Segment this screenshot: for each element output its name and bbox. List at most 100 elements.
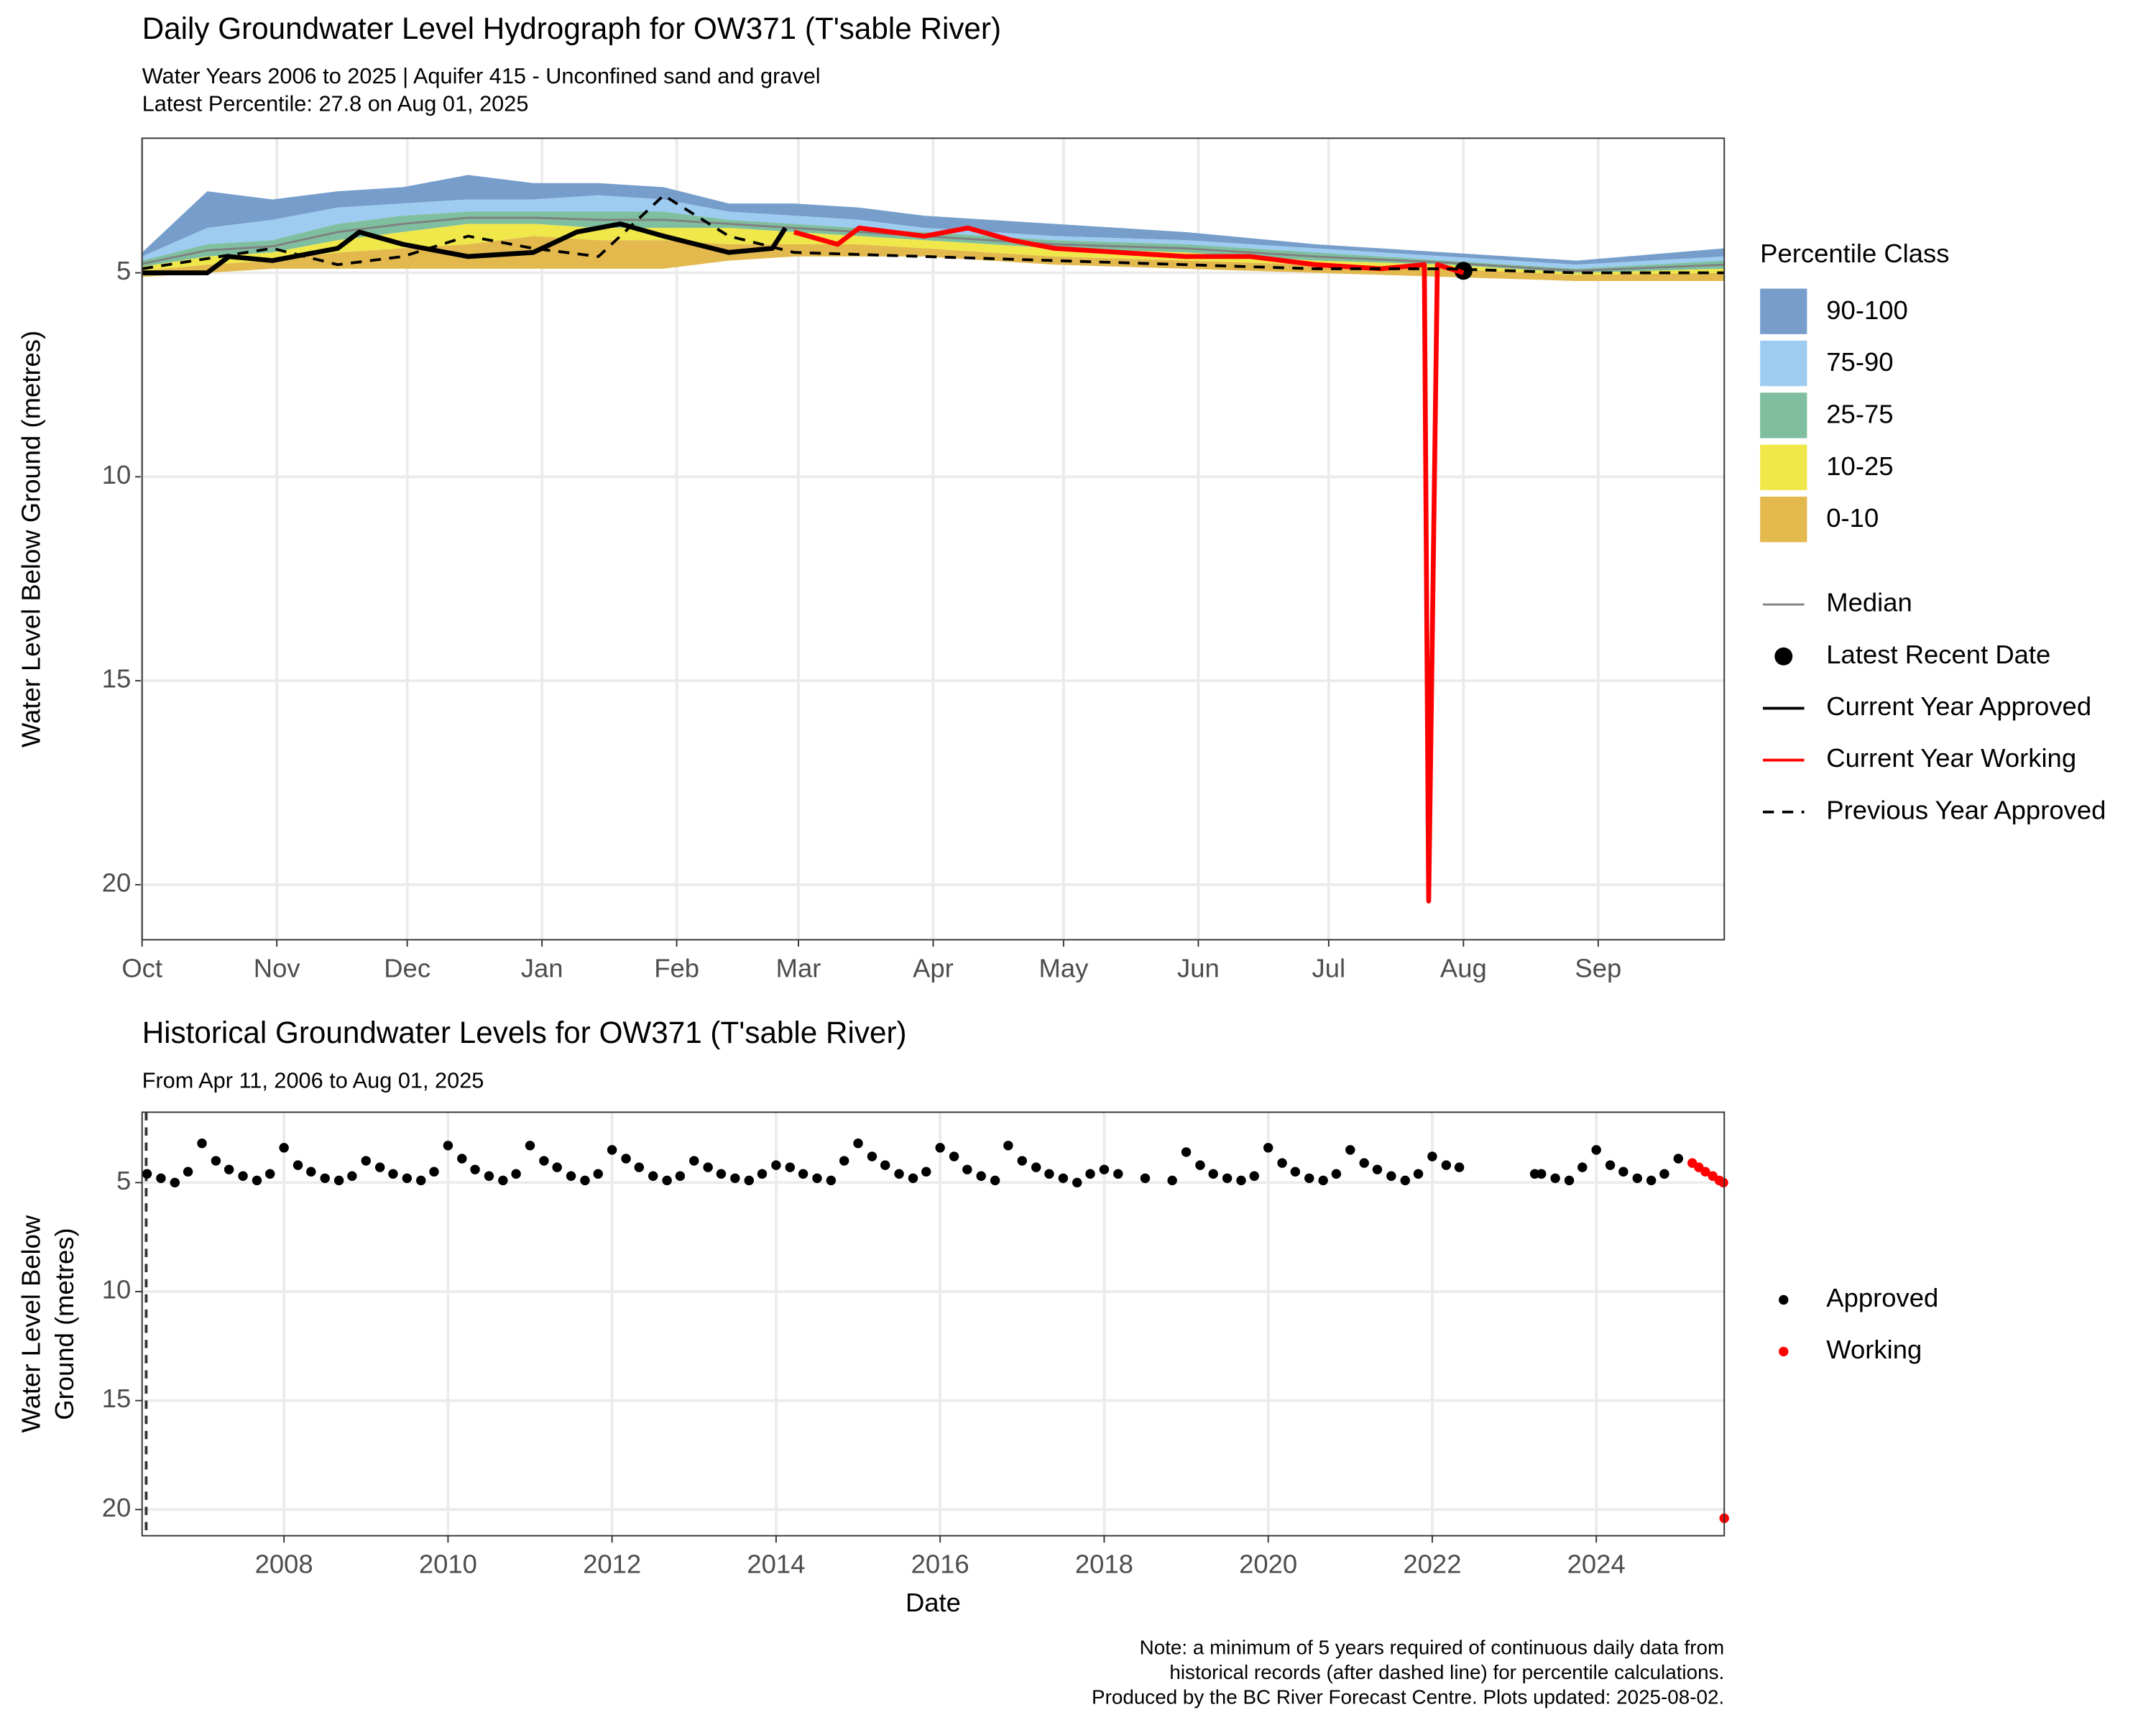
data-point (1400, 1175, 1410, 1186)
legend-label: 0-10 (1826, 503, 1879, 533)
data-point (853, 1138, 863, 1149)
legend-point (1779, 1346, 1789, 1357)
series-line (142, 221, 788, 275)
data-point (1208, 1169, 1218, 1179)
data-point (990, 1175, 1000, 1186)
data-point (170, 1177, 180, 1188)
data-point (1646, 1175, 1657, 1186)
data-point (839, 1156, 849, 1166)
data-point (1304, 1173, 1314, 1184)
legend-label: 90-100 (1826, 295, 1908, 325)
data-point (511, 1169, 521, 1179)
data-point (894, 1169, 904, 1179)
data-point (1181, 1147, 1192, 1157)
data-point (867, 1151, 877, 1162)
data-point (716, 1169, 727, 1179)
data-point (470, 1164, 480, 1174)
y-axis-label: Water Level Below Ground (metres) (17, 331, 46, 748)
data-point (1331, 1169, 1342, 1179)
x-tick-label: 2018 (1075, 1550, 1133, 1579)
data-point (1386, 1171, 1396, 1181)
data-point (1140, 1173, 1151, 1184)
data-point (1236, 1175, 1246, 1186)
data-point (525, 1141, 535, 1151)
y-tick-label: 15 (102, 1384, 132, 1413)
data-point (757, 1169, 768, 1179)
data-point (798, 1169, 808, 1179)
legend-label: Previous Year Approved (1826, 795, 2106, 824)
chart-subtitle: Water Years 2006 to 2025 | Aquifer 415 -… (142, 63, 821, 88)
data-point (1413, 1169, 1424, 1179)
data-point (935, 1143, 945, 1153)
data-point (675, 1171, 686, 1181)
data-point (771, 1160, 781, 1170)
legend-label: 75-90 (1826, 347, 1893, 377)
y-axis-label: Water Level Below (17, 1215, 46, 1432)
y-tick-label: 10 (102, 460, 132, 489)
x-tick-label: 2016 (911, 1550, 969, 1579)
x-tick-label: May (1038, 953, 1089, 983)
plot-area (142, 1112, 1725, 1536)
data-point (347, 1171, 357, 1181)
data-point (1537, 1169, 1547, 1179)
chart-title: Historical Groundwater Levels for OW371 … (142, 1016, 907, 1049)
legend-swatch (1760, 392, 1807, 438)
legend-swatch (1760, 496, 1807, 543)
data-point (306, 1167, 316, 1177)
data-point (1345, 1145, 1355, 1155)
x-tick-label: Mar (776, 953, 821, 983)
footnote: Produced by the BC River Forecast Centre… (1092, 1686, 1724, 1708)
x-tick-label: 2020 (1239, 1550, 1297, 1579)
x-tick-label: 2010 (419, 1550, 477, 1579)
x-tick-label: Apr (913, 953, 954, 983)
data-point (730, 1173, 740, 1184)
chart-subtitle: Latest Percentile: 27.8 on Aug 01, 2025 (142, 91, 529, 116)
data-point (1359, 1158, 1369, 1168)
data-point (812, 1173, 822, 1184)
data-point (1195, 1160, 1205, 1170)
data-point (333, 1175, 344, 1186)
x-tick-label: Jan (521, 953, 563, 983)
legend-swatch (1760, 288, 1807, 334)
y-axis-label: Ground (metres) (50, 1228, 79, 1420)
data-point (1618, 1167, 1628, 1177)
data-point (292, 1160, 303, 1170)
data-point (962, 1164, 972, 1174)
series-line (142, 216, 1725, 272)
y-tick-label: 5 (116, 256, 131, 285)
percentile-band (142, 224, 1725, 275)
data-point (361, 1156, 371, 1166)
data-point (662, 1175, 672, 1186)
x-tick-label: Nov (254, 953, 301, 983)
footnote: historical records (after dashed line) f… (1169, 1661, 1724, 1683)
x-tick-label: Jul (1312, 953, 1346, 983)
data-point (211, 1156, 221, 1166)
x-tick-label: 2022 (1403, 1550, 1461, 1579)
legend-label: 25-75 (1826, 400, 1893, 429)
data-point (580, 1175, 590, 1186)
data-point (539, 1156, 549, 1166)
legend-label: Current Year Approved (1826, 691, 2091, 721)
plot-border (141, 1111, 1726, 1537)
data-point (429, 1167, 439, 1177)
x-tick-label: Oct (121, 953, 162, 983)
data-point (1564, 1175, 1575, 1186)
data-point (1454, 1162, 1465, 1172)
percentile-band (142, 175, 1725, 265)
data-point (1632, 1173, 1642, 1184)
y-tick-label: 20 (102, 868, 132, 897)
data-point (224, 1164, 234, 1174)
legend-label: 10-25 (1826, 451, 1893, 481)
legend-label: Median (1826, 588, 1912, 617)
data-point (908, 1173, 918, 1184)
data-point (1605, 1160, 1616, 1170)
x-tick-label: 2012 (583, 1550, 641, 1579)
data-point (1031, 1162, 1041, 1172)
legend-point (1774, 647, 1793, 666)
data-point (826, 1175, 837, 1186)
data-point (1017, 1156, 1028, 1166)
data-point (197, 1138, 207, 1149)
x-tick-label: 2014 (747, 1550, 805, 1579)
x-tick-label: 2024 (1567, 1550, 1626, 1579)
data-point (1673, 1154, 1684, 1164)
